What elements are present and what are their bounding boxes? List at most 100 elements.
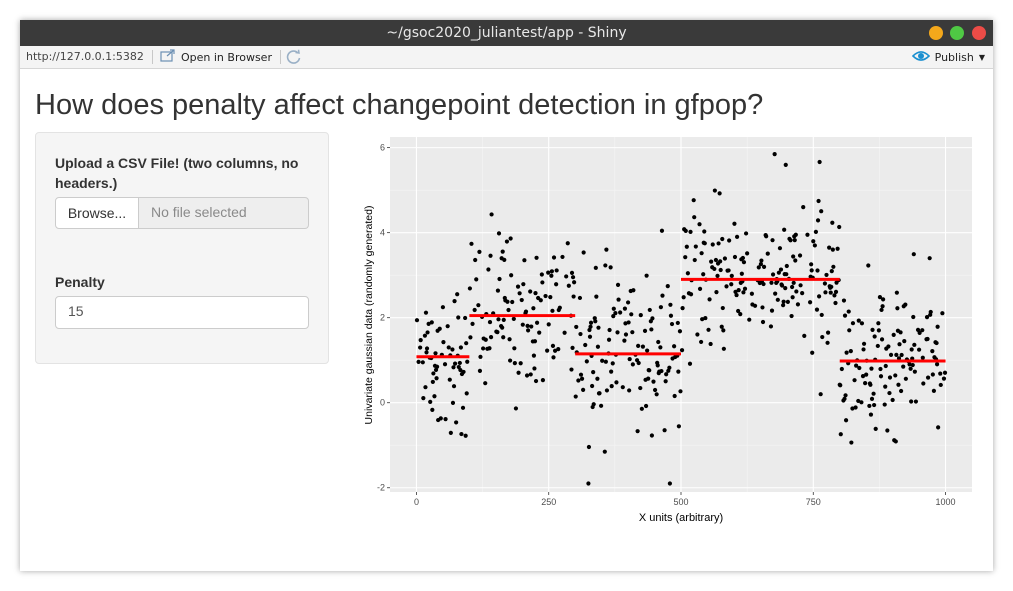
data-point — [678, 389, 683, 394]
data-point — [654, 392, 659, 397]
data-point — [940, 311, 945, 316]
data-point — [721, 328, 726, 333]
data-point — [640, 344, 646, 349]
data-point — [721, 346, 726, 351]
close-button[interactable] — [972, 26, 986, 40]
data-point — [713, 257, 719, 263]
data-point — [636, 343, 641, 348]
data-point — [778, 267, 784, 272]
data-point — [734, 234, 740, 239]
data-point — [651, 379, 656, 384]
data-point — [732, 254, 738, 260]
x-tick-label: 250 — [541, 497, 556, 507]
data-point — [857, 365, 862, 371]
data-point — [769, 280, 774, 285]
data-point — [569, 270, 575, 275]
data-point — [495, 288, 501, 293]
data-point — [616, 297, 621, 302]
data-point — [528, 372, 533, 377]
penalty-input[interactable]: 15 — [55, 296, 309, 329]
refresh-icon[interactable] — [286, 49, 302, 68]
data-point — [783, 162, 788, 168]
data-point — [422, 333, 428, 338]
data-point — [614, 380, 619, 385]
data-point — [455, 292, 460, 297]
data-point — [591, 370, 596, 375]
data-point — [878, 366, 883, 372]
data-point — [683, 228, 688, 233]
data-point — [445, 324, 450, 329]
data-point — [880, 304, 885, 309]
data-point — [447, 377, 452, 382]
file-name-field[interactable]: No file selected — [139, 197, 309, 229]
browse-button[interactable]: Browse... — [55, 197, 139, 229]
data-point — [618, 310, 623, 315]
data-point — [434, 364, 440, 369]
data-point — [662, 428, 667, 433]
publish-icon — [911, 49, 930, 66]
data-point — [838, 432, 843, 437]
url-display[interactable]: http://127.0.0.1:5382 — [26, 50, 144, 63]
data-point — [425, 330, 430, 335]
data-point — [467, 286, 472, 291]
data-point — [838, 383, 843, 388]
data-point — [424, 346, 430, 351]
data-point — [885, 428, 890, 433]
data-point — [423, 310, 429, 315]
data-point — [891, 332, 896, 337]
data-point — [459, 431, 464, 437]
data-point — [432, 394, 437, 399]
x-axis-label: X units (arbitrary) — [639, 512, 723, 524]
chevron-down-icon[interactable]: ▼ — [978, 53, 985, 62]
data-point — [511, 316, 516, 322]
data-point — [814, 307, 820, 312]
data-point — [793, 258, 798, 263]
data-point — [791, 254, 796, 259]
data-point — [718, 267, 723, 273]
data-point — [420, 360, 425, 365]
data-point — [745, 251, 750, 256]
data-point — [916, 347, 922, 352]
data-point — [719, 324, 724, 329]
data-point — [893, 373, 898, 378]
data-point — [627, 356, 632, 362]
x-tick-label: 0 — [414, 497, 419, 507]
data-point — [581, 387, 586, 392]
data-point — [450, 347, 455, 352]
data-point — [473, 257, 478, 263]
publish-button[interactable]: Publish ▼ — [911, 49, 985, 66]
data-point — [647, 307, 652, 313]
data-point — [734, 292, 739, 298]
data-point — [424, 350, 429, 355]
data-point — [629, 312, 634, 317]
data-point — [440, 305, 446, 310]
data-point — [697, 286, 703, 291]
data-point — [521, 282, 526, 287]
data-point — [887, 375, 893, 380]
data-point — [593, 319, 598, 324]
minimize-button[interactable] — [929, 26, 943, 40]
data-point — [428, 399, 433, 404]
data-point — [433, 351, 438, 356]
data-point — [502, 257, 507, 262]
data-point — [483, 381, 488, 386]
data-point — [537, 330, 542, 335]
data-point — [532, 366, 537, 371]
data-point — [488, 334, 494, 340]
data-point — [789, 313, 794, 319]
data-point — [539, 272, 544, 277]
open-in-browser-button[interactable]: Open in Browser — [160, 48, 272, 65]
data-point — [443, 417, 448, 422]
data-point — [519, 297, 524, 303]
data-point — [586, 481, 591, 486]
data-point — [667, 481, 672, 486]
data-point — [522, 258, 527, 263]
data-point — [772, 152, 777, 157]
data-point — [652, 387, 658, 393]
data-point — [672, 393, 677, 399]
data-point — [901, 364, 906, 369]
maximize-button[interactable] — [950, 26, 964, 40]
data-point — [935, 324, 940, 329]
data-point — [525, 323, 530, 328]
data-point — [688, 292, 694, 297]
